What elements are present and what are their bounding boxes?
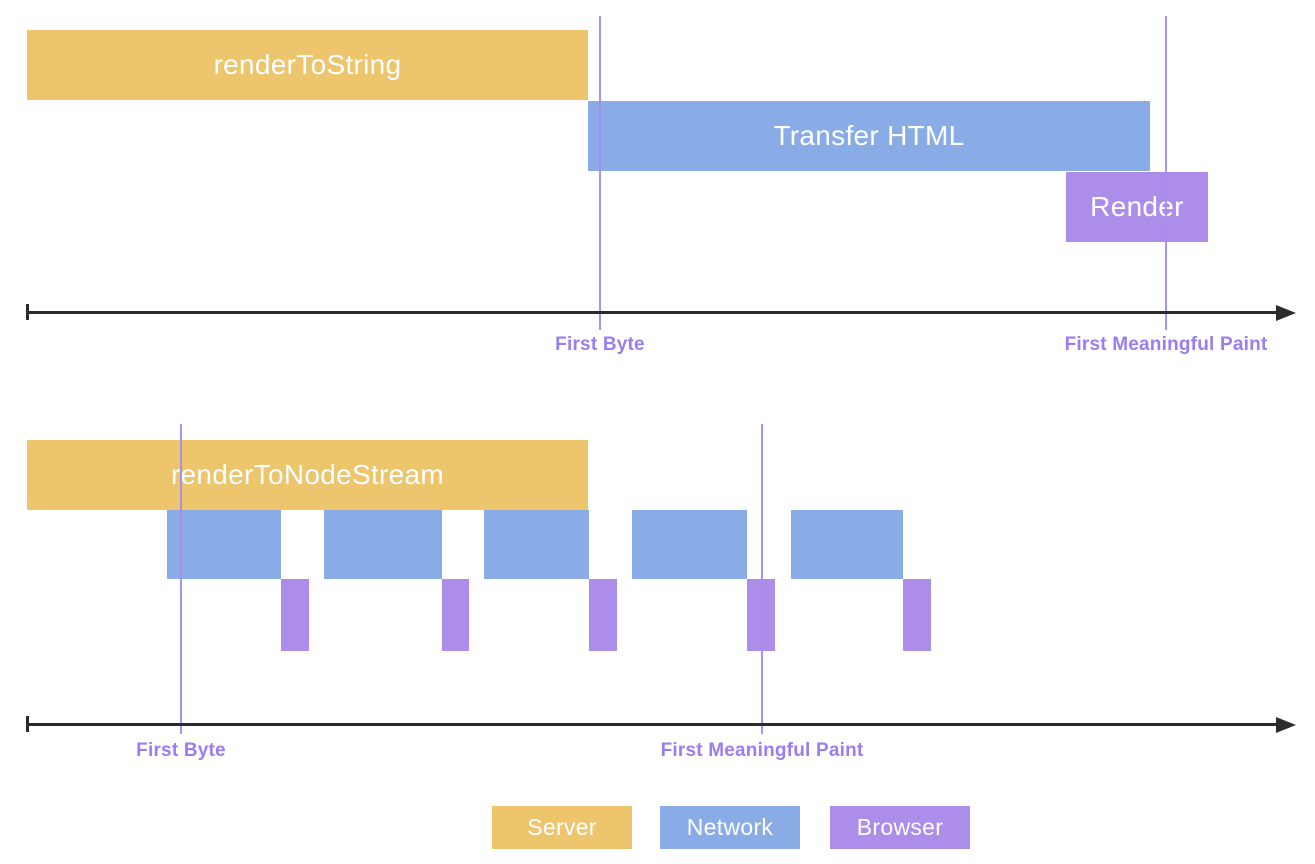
rendertostring-bar: renderToString (27, 30, 588, 100)
browser-bar (442, 579, 469, 651)
first-byte-label: First Byte (136, 740, 226, 761)
axis-arrowhead (1276, 305, 1296, 321)
axis-start-tick (26, 304, 29, 320)
first-meaningful-paint-marker-line (761, 424, 763, 734)
legend-network: Network (660, 806, 800, 849)
browser-bar (589, 579, 617, 651)
time-axis (27, 311, 1278, 314)
first-byte-label: First Byte (555, 334, 645, 355)
first-byte-marker-line (599, 16, 601, 330)
legend-server: Server (492, 806, 632, 849)
first-meaningful-paint-label: First Meaningful Paint (1064, 334, 1268, 355)
first-byte-marker-line (180, 424, 182, 734)
network-bar (324, 510, 442, 579)
first-meaningful-paint-label: First Meaningful Paint (660, 740, 864, 761)
network-bar (791, 510, 903, 579)
browser-bar (747, 579, 775, 651)
network-bar (167, 510, 281, 579)
axis-arrowhead (1276, 717, 1296, 733)
axis-start-tick (26, 716, 29, 732)
browser-bar (903, 579, 931, 651)
browser-bar (281, 579, 309, 651)
legend-browser: Browser (830, 806, 970, 849)
render-bar: Render (1066, 172, 1208, 242)
time-axis (27, 723, 1278, 726)
transfer-html-bar: Transfer HTML (588, 101, 1150, 171)
first-meaningful-paint-marker-line (1165, 16, 1167, 330)
network-bar (484, 510, 589, 579)
rendertonodestream-bar: renderToNodeStream (27, 440, 588, 510)
network-bar (632, 510, 747, 579)
